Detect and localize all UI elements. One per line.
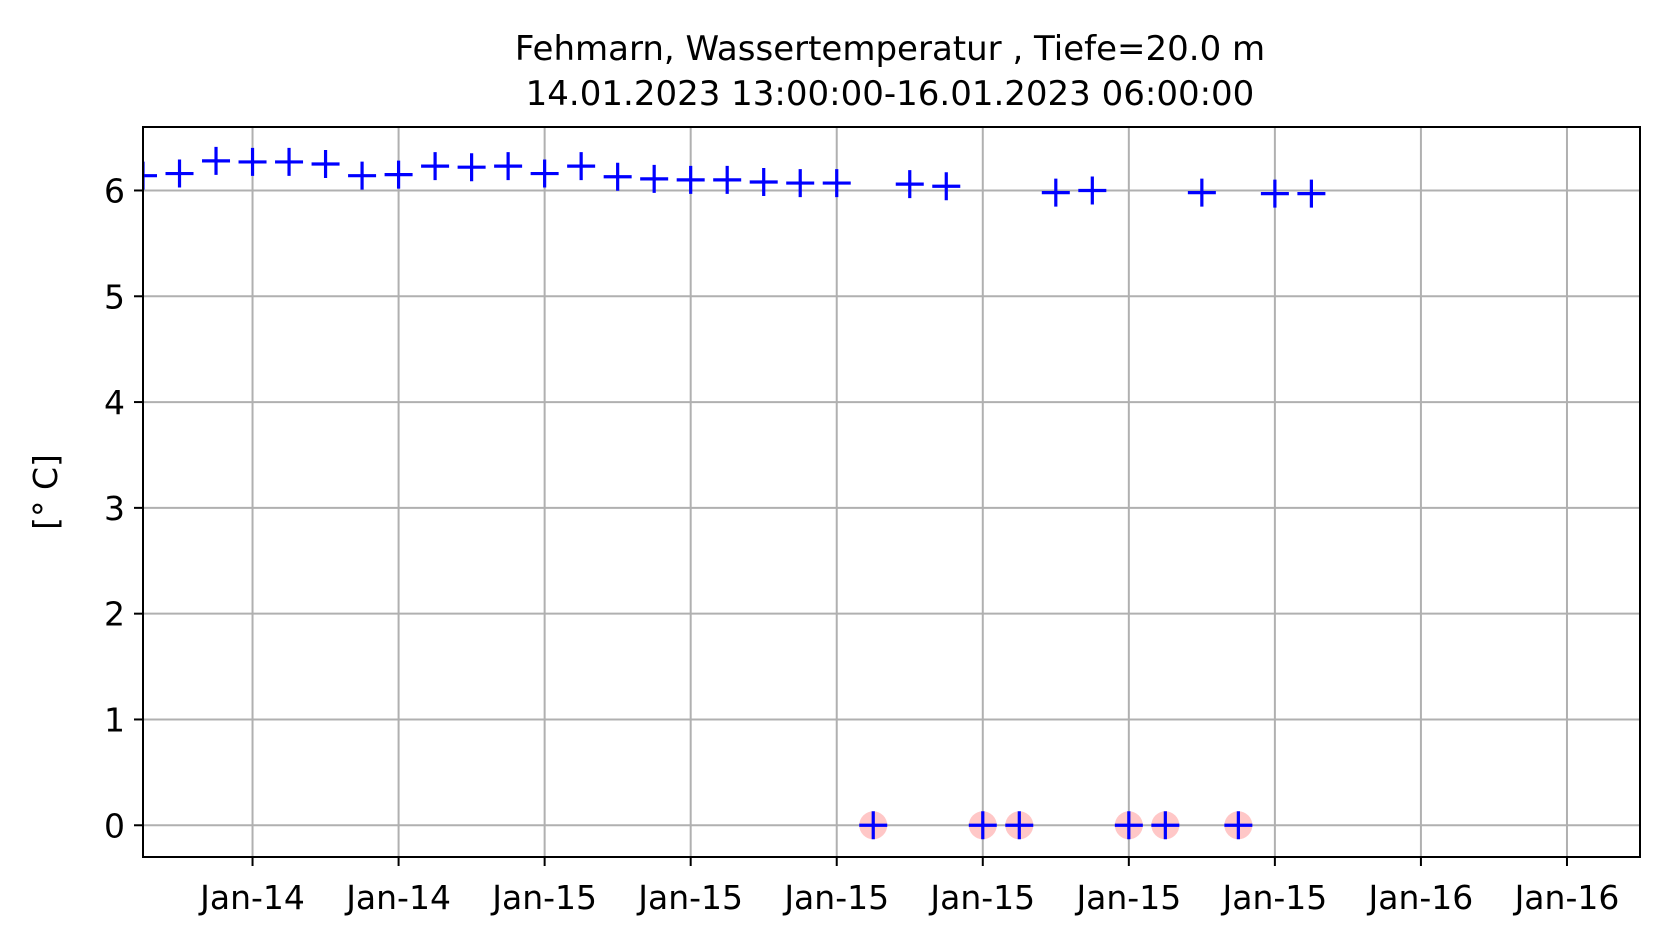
- y-tick-label: 6: [104, 171, 125, 210]
- y-tick-label: 3: [104, 489, 125, 528]
- x-tick-label: Jan-15: [782, 878, 889, 917]
- y-axis-label: [° C]: [26, 454, 65, 530]
- data-point: [567, 152, 596, 181]
- data-point: [421, 152, 450, 181]
- data-point: [530, 159, 559, 188]
- x-tick-label: Jan-14: [198, 878, 305, 917]
- chart-title: Fehmarn, Wassertemperatur , Tiefe=20.0 m: [515, 29, 1265, 69]
- y-tick-label: 2: [104, 595, 125, 634]
- data-point: [1114, 811, 1143, 840]
- data-point: [1005, 811, 1034, 840]
- data-point: [311, 150, 340, 179]
- data-point: [494, 152, 523, 181]
- x-tick-label: Jan-15: [928, 878, 1035, 917]
- x-tick-label: Jan-16: [1513, 878, 1620, 917]
- data-point: [238, 147, 267, 176]
- y-tick-label: 1: [104, 700, 125, 739]
- data-point: [786, 169, 815, 198]
- chart-subtitle: 14.01.2023 13:00:00-16.01.2023 06:00:00: [526, 74, 1255, 114]
- x-tick-label: Jan-14: [344, 878, 451, 917]
- data-point: [822, 169, 851, 198]
- data-point: [1041, 178, 1070, 207]
- data-point: [1151, 811, 1180, 840]
- x-tick-label: Jan-15: [1074, 878, 1181, 917]
- tick-layer: 0 1 2 3 4 5 6 Jan-14 Jan-14 Jan-15 Jan-15 Jan-15 Jan…: [104, 171, 1619, 917]
- data-point: [143, 161, 157, 190]
- flag-layer: [859, 811, 1253, 840]
- data-point: [749, 168, 778, 197]
- data-point: [676, 165, 705, 194]
- data-point: [895, 170, 924, 199]
- data-point: [603, 162, 632, 191]
- data-point: [1224, 811, 1253, 840]
- data-point: [384, 160, 413, 189]
- point-layer: [143, 146, 1326, 840]
- data-point: [859, 811, 888, 840]
- data-point: [1297, 179, 1326, 208]
- data-point: [713, 165, 742, 194]
- data-point: [1260, 179, 1289, 208]
- grid-layer: [143, 127, 1640, 857]
- plot-frame: [142, 126, 1641, 858]
- data-point: [275, 147, 304, 176]
- data-point: [932, 172, 961, 201]
- x-tick-label: Jan-15: [636, 878, 743, 917]
- x-tick-label: Jan-16: [1367, 878, 1474, 917]
- data-point: [640, 164, 669, 193]
- data-point: [968, 811, 997, 840]
- y-tick-label: 4: [104, 383, 125, 422]
- y-tick-label: 0: [104, 806, 125, 845]
- data-point: [202, 146, 231, 175]
- data-point: [1187, 178, 1216, 207]
- data-point: [348, 161, 377, 190]
- x-tick-label: Jan-15: [490, 878, 597, 917]
- y-tick-label: 5: [104, 277, 125, 316]
- data-point: [457, 153, 486, 182]
- data-point: [1078, 176, 1107, 205]
- data-point: [165, 159, 194, 188]
- x-tick-label: Jan-15: [1220, 878, 1327, 917]
